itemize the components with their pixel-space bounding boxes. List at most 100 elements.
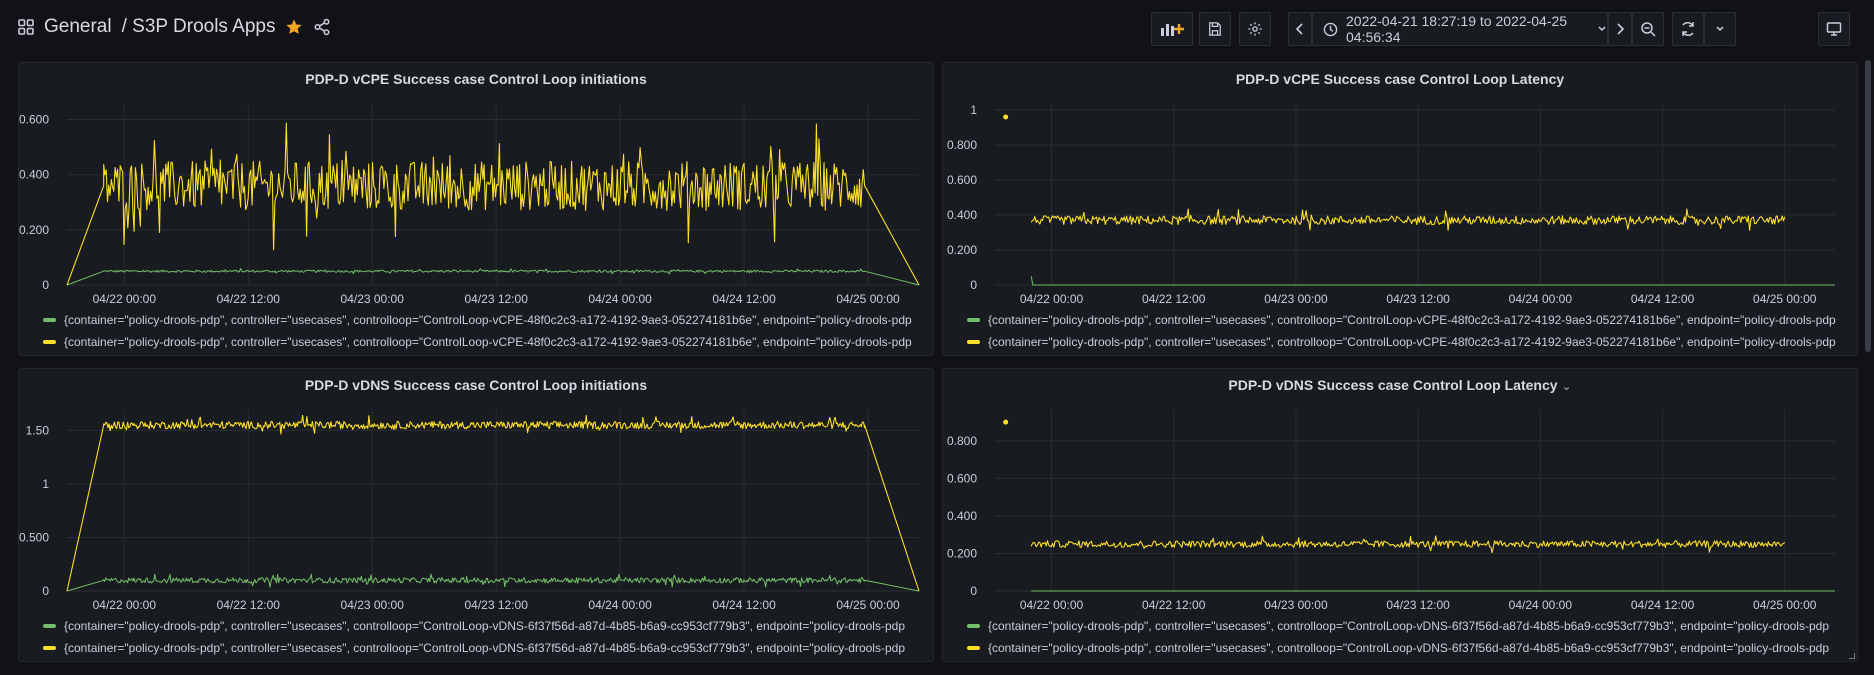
legend-item[interactable]: {container="policy-drools-pdp", controll… xyxy=(43,335,925,349)
panel-title[interactable]: PDP-D vDNS Success case Control Loop ini… xyxy=(304,377,648,393)
legend-item[interactable]: {container="policy-drools-pdp", controll… xyxy=(43,313,925,327)
legend-label: {container="policy-drools-pdp", controll… xyxy=(64,313,912,327)
series-line-green xyxy=(1030,276,1835,286)
x-tick-label: 04/24 12:00 xyxy=(712,598,776,612)
chart-vcpe-initiations: 0 0.200 0.400 0.600 04/22 00:00 04/22 12:00 04… xyxy=(19,103,920,306)
panel-vcpe-initiations[interactable]: PDP-D vCPE Success case Control Loop ini… xyxy=(18,62,934,356)
legend-swatch-green xyxy=(43,624,56,628)
x-tick-label: 04/24 12:00 xyxy=(712,292,776,306)
chevron-left-icon xyxy=(1295,23,1305,35)
x-tick-label: 04/24 00:00 xyxy=(1509,292,1573,306)
y-tick-label: 0.200 xyxy=(947,243,977,257)
panel-vdns-initiations[interactable]: PDP-D vDNS Success case Control Loop ini… xyxy=(18,368,934,662)
kiosk-mode-button[interactable] xyxy=(1818,12,1850,46)
y-tick-label: 0.800 xyxy=(947,138,977,152)
panel-title-wrap[interactable]: PDP-D vDNS Success case Control Loop Lat… xyxy=(943,377,1857,393)
x-tick-label: 04/23 12:00 xyxy=(1386,598,1450,612)
panel-title[interactable]: PDP-D vCPE Success case Control Loop Lat… xyxy=(1235,71,1565,87)
y-tick-label: 0 xyxy=(970,584,977,598)
time-range-label: 2022-04-21 18:27:19 to 2022-04-25 04:56:… xyxy=(1346,13,1568,45)
add-panel-icon xyxy=(1160,21,1184,37)
y-tick-label: 1 xyxy=(42,477,49,491)
legend-swatch-yellow xyxy=(43,340,56,344)
legend-swatch-yellow xyxy=(967,646,980,650)
refresh-button[interactable] xyxy=(1672,12,1704,46)
y-tick-label: 0 xyxy=(42,278,49,292)
legend-swatch-green xyxy=(967,318,980,322)
clock-icon xyxy=(1323,22,1338,37)
series-line-yellow xyxy=(66,122,920,286)
y-tick-label: 0.500 xyxy=(19,530,49,544)
x-tick-label: 04/22 12:00 xyxy=(217,292,281,306)
x-tick-label: 04/25 00:00 xyxy=(836,292,900,306)
y-tick-label: 0.600 xyxy=(947,173,977,187)
x-tick-label: 04/22 00:00 xyxy=(1020,292,1084,306)
legend-label: {container="policy-drools-pdp", controll… xyxy=(988,335,1836,349)
legend-item[interactable]: {container="policy-drools-pdp", controll… xyxy=(43,641,925,655)
y-tick-label: 0.400 xyxy=(19,168,49,182)
x-tick-label: 04/22 12:00 xyxy=(217,598,281,612)
x-tick-label: 04/25 00:00 xyxy=(836,598,900,612)
legend-label: {container="policy-drools-pdp", controll… xyxy=(64,641,905,655)
chevron-right-icon xyxy=(1615,23,1625,35)
legend-item[interactable]: {container="policy-drools-pdp", controll… xyxy=(967,641,1849,655)
star-icon[interactable] xyxy=(285,18,303,36)
y-tick-label: 0.600 xyxy=(947,471,977,485)
tv-icon xyxy=(1826,21,1842,37)
apps-grid-icon[interactable] xyxy=(18,19,34,35)
legend-item[interactable]: {container="policy-drools-pdp", controll… xyxy=(967,313,1849,327)
legend-item[interactable]: {container="policy-drools-pdp", controll… xyxy=(967,619,1849,633)
breadcrumb: General / S3P Drools Apps xyxy=(18,16,331,38)
panel-vdns-latency[interactable]: PDP-D vDNS Success case Control Loop Lat… xyxy=(942,368,1858,662)
y-tick-label: 0 xyxy=(970,278,977,292)
series-point xyxy=(1003,419,1009,425)
x-tick-label: 04/22 00:00 xyxy=(1020,598,1084,612)
panel-title[interactable]: PDP-D vCPE Success case Control Loop ini… xyxy=(305,71,647,87)
page-scrollbar[interactable] xyxy=(1865,60,1871,352)
dashboard-topbar: General / S3P Drools Apps xyxy=(0,0,1874,58)
panel-vcpe-latency[interactable]: PDP-D vCPE Success case Control Loop Lat… xyxy=(942,62,1858,356)
legend-swatch-yellow xyxy=(43,646,56,650)
x-tick-label: 04/23 00:00 xyxy=(1264,292,1328,306)
x-tick-label: 04/24 00:00 xyxy=(588,598,652,612)
time-picker-button[interactable]: 2022-04-21 18:27:19 to 2022-04-25 04:56:… xyxy=(1312,12,1608,46)
y-tick-label: 0 xyxy=(42,584,49,598)
y-tick-label: 0.400 xyxy=(947,208,977,222)
legend-label: {container="policy-drools-pdp", controll… xyxy=(988,619,1829,633)
x-tick-label: 04/23 12:00 xyxy=(1386,292,1450,306)
x-tick-label: 04/22 12:00 xyxy=(1142,598,1206,612)
refresh-icon xyxy=(1680,21,1696,37)
legend-swatch-green xyxy=(43,318,56,322)
dashboard-settings-button[interactable] xyxy=(1239,12,1271,46)
series-line-yellow xyxy=(66,414,920,592)
time-shift-back-button[interactable] xyxy=(1288,12,1312,46)
zoom-out-button[interactable] xyxy=(1632,12,1664,46)
breadcrumb-folder[interactable]: General xyxy=(44,16,112,37)
panel-title[interactable]: PDP-D vDNS Success case Control Loop Lat… xyxy=(1228,377,1558,393)
legend-swatch-yellow xyxy=(967,340,980,344)
chart-vcpe-latency: 0 0.200 0.400 0.600 0.800 1 04/22 00:00 04/22 1… xyxy=(947,103,1835,306)
panel-menu-chevron-icon[interactable]: ⌄ xyxy=(1561,379,1572,393)
save-dashboard-button[interactable] xyxy=(1199,12,1231,46)
page-title[interactable]: / S3P Drools Apps xyxy=(121,16,276,37)
legend-item[interactable]: {container="policy-drools-pdp", controll… xyxy=(967,335,1849,349)
y-tick-label: 0.200 xyxy=(19,223,49,237)
add-panel-button[interactable] xyxy=(1151,12,1193,46)
legend-label: {container="policy-drools-pdp", controll… xyxy=(64,335,912,349)
panel-resize-handle[interactable] xyxy=(1849,653,1855,659)
chevron-down-icon xyxy=(1597,24,1607,34)
x-tick-label: 04/22 00:00 xyxy=(93,598,157,612)
series-line-green xyxy=(66,268,920,286)
series-point xyxy=(1003,114,1009,120)
save-icon xyxy=(1208,22,1222,36)
refresh-interval-dropdown[interactable] xyxy=(1704,12,1736,46)
legend-item[interactable]: {container="policy-drools-pdp", controll… xyxy=(43,619,925,633)
x-tick-label: 04/23 00:00 xyxy=(341,292,405,306)
x-tick-label: 04/23 12:00 xyxy=(464,292,528,306)
y-tick-label: 0.400 xyxy=(947,509,977,523)
legend-label: {container="policy-drools-pdp", controll… xyxy=(988,313,1836,327)
share-icon[interactable] xyxy=(313,18,331,36)
zoom-out-icon xyxy=(1640,21,1656,37)
time-shift-forward-button[interactable] xyxy=(1608,12,1632,46)
x-tick-label: 04/22 12:00 xyxy=(1142,292,1206,306)
